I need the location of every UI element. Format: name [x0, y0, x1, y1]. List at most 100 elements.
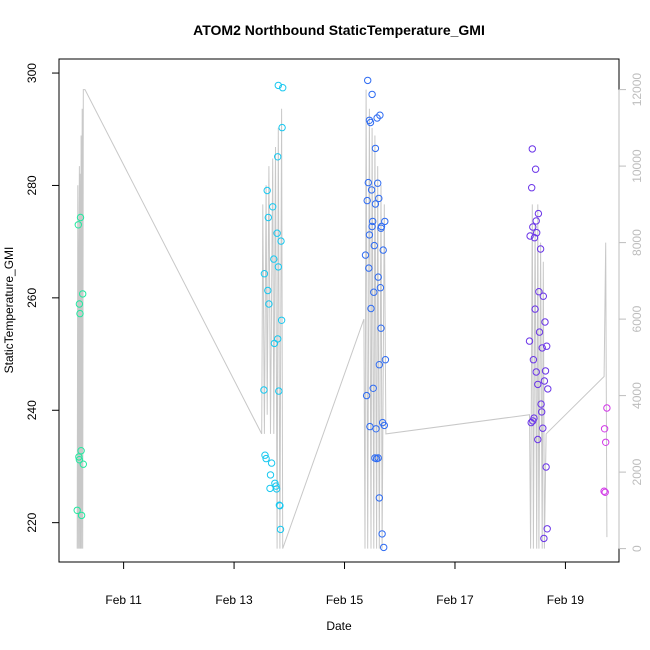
y-axis-label: StaticTemperature_GMI: [2, 247, 16, 374]
data-point: [603, 404, 611, 412]
data-point: [381, 217, 389, 226]
data-point: [277, 237, 285, 245]
data-point: [543, 342, 551, 350]
data-point: [375, 361, 383, 369]
y2-tick-label: 2000: [630, 458, 644, 485]
data-point: [543, 525, 551, 533]
data-point: [260, 270, 269, 278]
x-tick-label: Feb 17: [436, 593, 474, 607]
data-point: [269, 203, 277, 211]
data-point: [361, 251, 370, 259]
y2-tick-label: 12000: [630, 73, 644, 107]
chart-title: ATOM2 Northbound StaticTemperature_GMI: [193, 22, 485, 38]
data-point: [279, 84, 287, 92]
data-point: [374, 179, 382, 187]
x-tick-label: Feb 15: [326, 593, 364, 607]
data-point: [375, 494, 383, 502]
altitude-line: [76, 89, 608, 549]
data-point: [275, 387, 283, 395]
data-point: [533, 229, 541, 237]
data-point: [537, 400, 545, 408]
data-point: [363, 196, 371, 205]
data-point: [535, 288, 543, 296]
y2-tick-label: 4000: [630, 382, 644, 409]
data-point: [367, 304, 375, 313]
data-point: [374, 273, 382, 281]
data-point: [542, 463, 550, 471]
x-axis-label: Date: [326, 619, 352, 633]
data-point: [368, 222, 376, 231]
data-point: [77, 447, 85, 455]
data-point: [364, 76, 372, 85]
data-point: [263, 186, 271, 195]
y2-tick-label: 8000: [630, 229, 644, 256]
data-point: [368, 90, 376, 99]
data-point: [79, 460, 88, 468]
data-point: [535, 328, 544, 336]
data-point: [600, 425, 609, 433]
data-point: [376, 284, 385, 292]
data-point: [377, 222, 386, 231]
data-point: [380, 421, 388, 430]
data-point: [377, 324, 385, 332]
data-point: [75, 453, 83, 461]
x-axis: Feb 11 Feb 13 Feb 15 Feb 17 Feb 19: [105, 561, 585, 607]
data-point: [274, 263, 282, 271]
data-point: [362, 391, 371, 400]
data-point: [532, 368, 540, 376]
data-point: [76, 213, 85, 222]
data-point: [266, 484, 274, 493]
data-point: [530, 414, 538, 422]
data-point: [536, 245, 545, 253]
data-point: [371, 200, 380, 208]
data-point: [272, 482, 280, 490]
data-point: [73, 506, 81, 514]
data-point: [365, 264, 373, 272]
data-point: [376, 111, 384, 119]
data-point: [274, 81, 282, 90]
data-point: [79, 290, 87, 298]
data-point: [265, 300, 273, 308]
data-point: [525, 337, 534, 345]
data-point: [534, 435, 542, 444]
data-point: [526, 232, 534, 240]
data-point: [277, 316, 286, 324]
data-point: [534, 380, 542, 389]
data-point: [75, 456, 84, 464]
data-point: [381, 356, 390, 364]
data-point: [262, 454, 270, 463]
y-tick-label: 260: [25, 288, 39, 308]
data-point: [76, 309, 84, 318]
altitude-line-layer: [76, 89, 608, 549]
data-point: [538, 344, 546, 352]
y-axis-right: 0 2000 4000 6000 8000 10000 12000: [618, 73, 644, 552]
data-point: [75, 300, 84, 308]
y2-tick-label: 10000: [630, 149, 644, 183]
data-point: [540, 534, 548, 543]
x-tick-label: Feb 13: [215, 593, 253, 607]
data-point: [274, 335, 282, 343]
data-point: [367, 186, 376, 194]
data-point: [541, 367, 550, 375]
data-point: [266, 471, 275, 479]
data-point: [528, 184, 536, 192]
data-point: [529, 223, 537, 231]
data-point: [544, 385, 552, 393]
data-point: [364, 178, 372, 187]
data-point: [372, 425, 380, 433]
data-point: [378, 530, 386, 538]
data-point: [539, 292, 547, 300]
y-axis-left: 220 240 260 280 300: [25, 63, 60, 533]
data-point: [270, 255, 278, 263]
y-tick-label: 240: [25, 400, 39, 420]
data-point: [374, 454, 382, 462]
data-point: [366, 118, 375, 127]
data-point: [532, 217, 540, 225]
data-point: [77, 511, 86, 520]
data-point: [264, 213, 272, 222]
data-points-layer: [73, 76, 611, 552]
x-tick-label: Feb 19: [547, 593, 585, 607]
data-point: [276, 502, 284, 510]
y2-tick-label: 0: [630, 545, 644, 552]
